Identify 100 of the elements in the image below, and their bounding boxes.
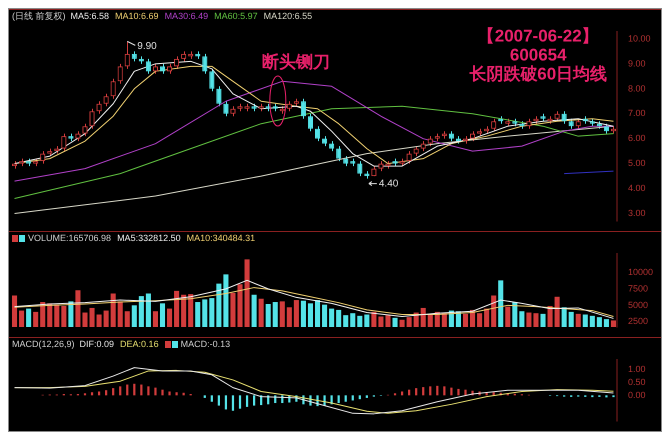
bar xyxy=(429,386,432,396)
candlestick xyxy=(428,136,433,147)
candlestick xyxy=(329,140,334,152)
bar xyxy=(260,395,262,406)
candlestick xyxy=(322,136,328,147)
text: MA10:6.69 xyxy=(115,11,159,21)
bar xyxy=(154,388,157,396)
candlestick xyxy=(216,86,222,107)
bar xyxy=(126,384,128,396)
annotation: 长阴跌破60日均线 xyxy=(468,64,608,84)
candlestick xyxy=(562,110,567,124)
text: MA5:6.58 xyxy=(70,11,110,21)
bar xyxy=(436,386,438,396)
text: MA10:340484.31 xyxy=(186,233,256,243)
bar xyxy=(338,395,340,404)
bar xyxy=(105,390,108,396)
candlestick xyxy=(343,156,348,167)
bar xyxy=(422,387,424,396)
text: MA30:6.49 xyxy=(164,11,208,21)
candlestick xyxy=(202,53,208,74)
y-tick-label: 1.00 xyxy=(628,364,646,374)
candlestick xyxy=(414,146,419,157)
bar xyxy=(210,395,213,402)
candlestick xyxy=(576,118,581,130)
bar xyxy=(450,388,453,396)
candlestick xyxy=(308,113,314,132)
text: DEA:0.16 xyxy=(120,339,159,349)
text: MA120:6.55 xyxy=(264,11,312,21)
text: MA60:5.97 xyxy=(214,11,258,21)
y-tick-label: 5.00 xyxy=(628,158,646,168)
candlestick xyxy=(90,108,95,130)
candlestick xyxy=(167,63,172,74)
candlestick xyxy=(110,78,116,100)
bar xyxy=(408,390,410,396)
annotation: 4.40 xyxy=(378,178,399,190)
candlestick xyxy=(357,160,362,177)
candlestick xyxy=(470,130,476,142)
candlestick xyxy=(61,133,66,152)
y-tick-label: 10000 xyxy=(628,266,654,277)
y-tick-label: 6.00 xyxy=(628,133,646,144)
y-tick-label: 9.00 xyxy=(628,58,646,68)
chart-title: (日线 前复权) xyxy=(12,11,66,21)
y-tick-label: 3.00 xyxy=(628,208,646,218)
candlestick xyxy=(314,126,320,142)
y-tick-label: 4.00 xyxy=(628,183,646,194)
bar xyxy=(443,386,446,396)
candlestick xyxy=(96,100,102,114)
text: DIF:0.09 xyxy=(80,339,114,349)
y-tick-label: 10.00 xyxy=(628,33,651,44)
candlestick xyxy=(75,130,80,142)
annotation: 600654 xyxy=(510,46,568,65)
chart-title: MACD(12,26,9) xyxy=(12,339,75,349)
candlestick xyxy=(146,58,151,74)
candlestick xyxy=(448,130,454,142)
candlestick xyxy=(406,150,412,164)
y-tick-label: 7.00 xyxy=(628,108,646,118)
candlestick xyxy=(230,106,236,117)
candlestick xyxy=(181,50,186,62)
candlestick xyxy=(526,118,532,130)
candlestick xyxy=(223,100,228,117)
bar xyxy=(161,390,164,396)
bar xyxy=(168,391,171,396)
legend-label: MACD:-0.13 xyxy=(180,339,230,349)
candlestick xyxy=(174,56,180,70)
annotation: 【2007-06-22】 xyxy=(478,26,599,46)
candlestick xyxy=(604,123,609,134)
bar xyxy=(344,395,347,402)
bar xyxy=(119,386,122,396)
bar xyxy=(224,395,228,410)
candlestick xyxy=(300,98,306,120)
bar xyxy=(352,395,354,400)
bar xyxy=(147,386,150,396)
bar xyxy=(204,395,206,398)
candlestick xyxy=(152,63,158,74)
candlestick xyxy=(40,150,46,164)
candlestick xyxy=(209,68,214,92)
candlestick xyxy=(124,40,130,70)
text: MA5:332812.50 xyxy=(117,233,181,243)
candlestick xyxy=(132,50,137,62)
candlestick xyxy=(336,146,342,162)
bar xyxy=(98,391,100,396)
candlestick xyxy=(118,63,123,84)
bar xyxy=(366,395,368,398)
y-tick-label: 5000 xyxy=(628,300,648,310)
bar xyxy=(457,388,460,396)
annotation: 9.90 xyxy=(137,41,158,52)
bar xyxy=(358,395,361,400)
legend-label: VOLUME:165706.98 xyxy=(28,233,112,243)
candlestick xyxy=(286,100,292,112)
candlestick xyxy=(378,160,384,172)
y-tick-label: 0.00 xyxy=(628,390,646,400)
bar xyxy=(415,388,418,396)
candlestick xyxy=(420,140,426,152)
candlestick xyxy=(160,63,166,74)
y-tick-label: 7500 xyxy=(628,283,648,294)
candlestick xyxy=(491,118,496,132)
bar xyxy=(112,388,114,396)
bar xyxy=(400,391,404,396)
candlestick xyxy=(104,93,109,107)
bar xyxy=(140,384,142,396)
